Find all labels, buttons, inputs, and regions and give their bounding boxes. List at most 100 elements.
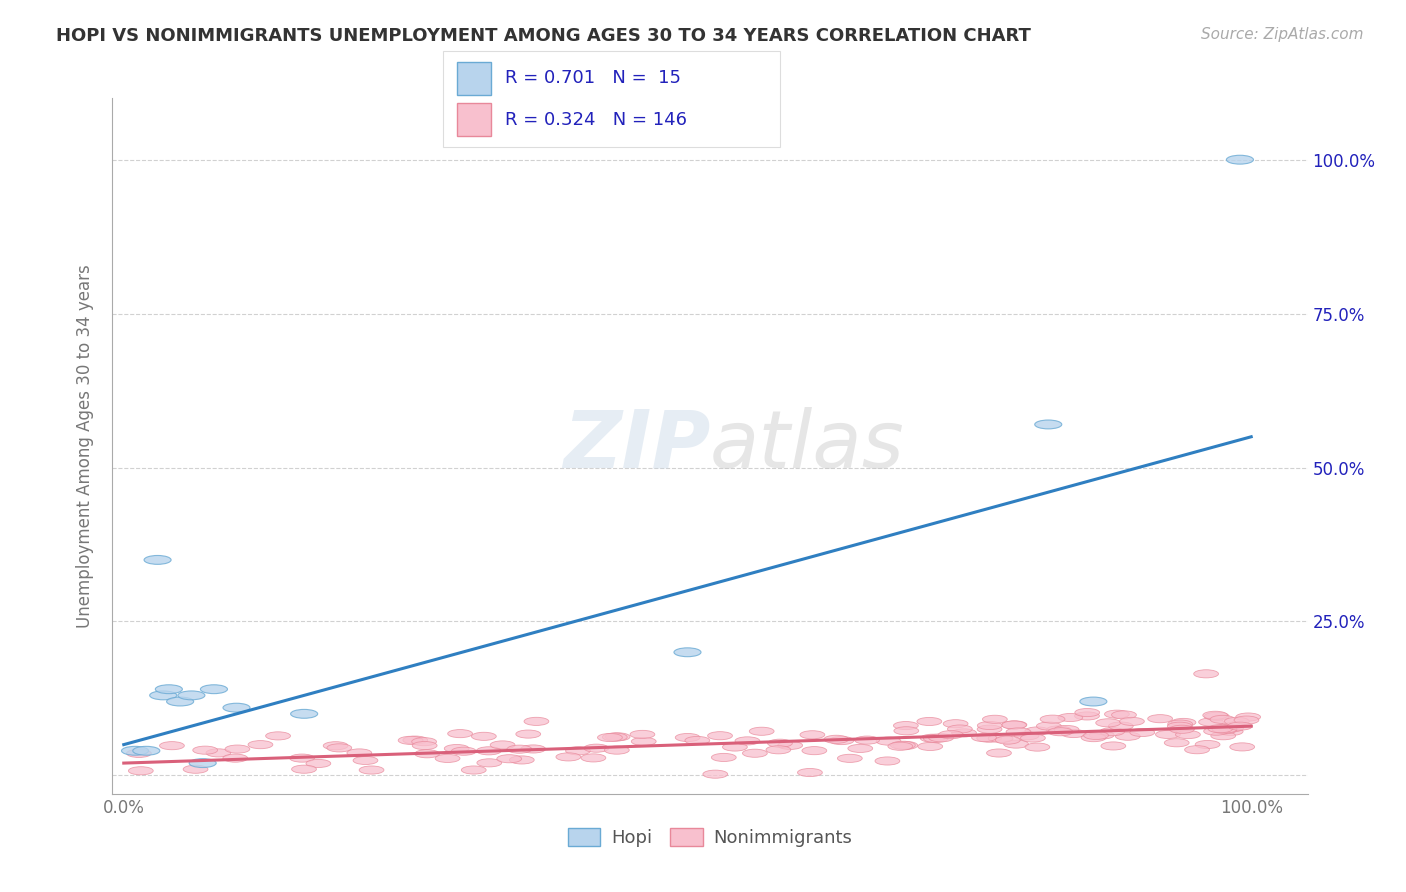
Ellipse shape	[838, 755, 862, 763]
Ellipse shape	[768, 739, 793, 747]
Ellipse shape	[1194, 670, 1219, 678]
Ellipse shape	[1168, 720, 1192, 728]
Ellipse shape	[972, 733, 997, 741]
Ellipse shape	[471, 732, 496, 740]
Ellipse shape	[1036, 722, 1062, 731]
Ellipse shape	[1040, 715, 1064, 723]
Ellipse shape	[918, 742, 942, 750]
Ellipse shape	[848, 744, 873, 753]
Ellipse shape	[1025, 743, 1050, 751]
Ellipse shape	[1219, 724, 1243, 732]
Ellipse shape	[201, 685, 228, 694]
Ellipse shape	[1099, 728, 1125, 736]
Text: Source: ZipAtlas.com: Source: ZipAtlas.com	[1201, 27, 1364, 42]
Y-axis label: Unemployment Among Ages 30 to 34 years: Unemployment Among Ages 30 to 34 years	[76, 264, 94, 628]
Ellipse shape	[1074, 712, 1099, 720]
Ellipse shape	[323, 741, 349, 750]
Ellipse shape	[1062, 730, 1085, 738]
Text: R = 0.324   N = 146: R = 0.324 N = 146	[505, 111, 686, 128]
Ellipse shape	[703, 770, 728, 778]
Ellipse shape	[1225, 717, 1250, 725]
Ellipse shape	[224, 703, 250, 712]
Ellipse shape	[801, 747, 827, 755]
Ellipse shape	[893, 722, 918, 730]
Ellipse shape	[183, 765, 208, 773]
Ellipse shape	[412, 741, 437, 749]
Ellipse shape	[1080, 697, 1107, 706]
Ellipse shape	[1199, 718, 1223, 726]
Ellipse shape	[132, 747, 160, 756]
Ellipse shape	[1195, 740, 1220, 748]
Ellipse shape	[149, 691, 177, 700]
Ellipse shape	[290, 754, 315, 762]
Text: HOPI VS NONIMMIGRANTS UNEMPLOYMENT AMONG AGES 30 TO 34 YEARS CORRELATION CHART: HOPI VS NONIMMIGRANTS UNEMPLOYMENT AMONG…	[56, 27, 1031, 45]
Ellipse shape	[1147, 714, 1173, 723]
Ellipse shape	[121, 747, 149, 756]
Ellipse shape	[797, 769, 823, 777]
Ellipse shape	[631, 738, 657, 746]
Ellipse shape	[1025, 727, 1050, 735]
Ellipse shape	[1046, 726, 1071, 734]
Ellipse shape	[1208, 724, 1233, 732]
Ellipse shape	[988, 734, 1014, 742]
Ellipse shape	[496, 755, 522, 763]
Ellipse shape	[127, 749, 152, 757]
Ellipse shape	[983, 715, 1007, 723]
Ellipse shape	[461, 766, 486, 774]
Ellipse shape	[1112, 711, 1136, 719]
Ellipse shape	[1230, 743, 1254, 751]
Ellipse shape	[1108, 722, 1133, 731]
Ellipse shape	[179, 691, 205, 700]
Ellipse shape	[602, 733, 627, 741]
Ellipse shape	[1218, 727, 1243, 736]
Ellipse shape	[436, 755, 460, 763]
Ellipse shape	[1074, 708, 1099, 716]
Ellipse shape	[630, 731, 655, 739]
Ellipse shape	[1057, 714, 1083, 722]
Ellipse shape	[893, 741, 918, 749]
Ellipse shape	[1004, 740, 1028, 748]
Ellipse shape	[1021, 734, 1045, 742]
Ellipse shape	[1081, 733, 1107, 741]
Ellipse shape	[605, 732, 630, 741]
Ellipse shape	[921, 734, 945, 742]
Ellipse shape	[1212, 725, 1237, 733]
Ellipse shape	[778, 741, 803, 749]
Ellipse shape	[166, 697, 194, 706]
Ellipse shape	[524, 717, 548, 725]
Ellipse shape	[1095, 719, 1121, 727]
Ellipse shape	[516, 730, 541, 739]
Ellipse shape	[876, 737, 901, 745]
Ellipse shape	[1130, 729, 1154, 737]
Ellipse shape	[1014, 731, 1039, 739]
Ellipse shape	[359, 766, 384, 774]
Ellipse shape	[1171, 718, 1197, 726]
Ellipse shape	[824, 735, 849, 743]
Ellipse shape	[995, 736, 1021, 744]
Ellipse shape	[1047, 728, 1073, 736]
Ellipse shape	[987, 749, 1011, 757]
Ellipse shape	[1212, 726, 1237, 734]
Ellipse shape	[347, 749, 371, 757]
Ellipse shape	[207, 748, 231, 757]
Ellipse shape	[583, 744, 609, 752]
Ellipse shape	[917, 717, 942, 725]
Ellipse shape	[1119, 717, 1144, 725]
Ellipse shape	[291, 765, 316, 773]
Ellipse shape	[1185, 746, 1209, 754]
Ellipse shape	[952, 729, 976, 737]
Ellipse shape	[159, 741, 184, 750]
Text: R = 0.701   N =  15: R = 0.701 N = 15	[505, 70, 681, 87]
Ellipse shape	[675, 733, 700, 741]
Ellipse shape	[1227, 723, 1253, 731]
Ellipse shape	[415, 749, 440, 758]
Ellipse shape	[555, 753, 581, 761]
Ellipse shape	[929, 734, 953, 742]
Ellipse shape	[1054, 725, 1078, 733]
Ellipse shape	[225, 745, 250, 753]
Ellipse shape	[977, 722, 1002, 730]
Ellipse shape	[1234, 716, 1258, 724]
Ellipse shape	[685, 737, 710, 745]
Ellipse shape	[128, 767, 153, 775]
Ellipse shape	[830, 737, 853, 745]
